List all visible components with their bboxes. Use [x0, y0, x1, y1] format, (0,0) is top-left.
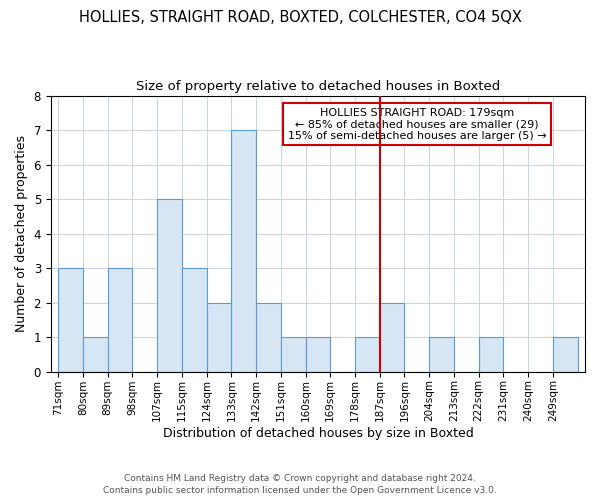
Text: HOLLIES, STRAIGHT ROAD, BOXTED, COLCHESTER, CO4 5QX: HOLLIES, STRAIGHT ROAD, BOXTED, COLCHEST…	[79, 10, 521, 25]
Bar	[58, 268, 83, 372]
Bar	[206, 302, 232, 372]
Bar	[553, 337, 578, 372]
Text: Contains HM Land Registry data © Crown copyright and database right 2024.
Contai: Contains HM Land Registry data © Crown c…	[103, 474, 497, 495]
Bar	[305, 337, 330, 372]
Y-axis label: Number of detached properties: Number of detached properties	[15, 135, 28, 332]
Bar	[182, 268, 206, 372]
Bar	[281, 337, 305, 372]
Title: Size of property relative to detached houses in Boxted: Size of property relative to detached ho…	[136, 80, 500, 93]
Bar	[232, 130, 256, 372]
Bar	[157, 199, 182, 372]
Bar	[256, 302, 281, 372]
Text: HOLLIES STRAIGHT ROAD: 179sqm
← 85% of detached houses are smaller (29)
15% of s: HOLLIES STRAIGHT ROAD: 179sqm ← 85% of d…	[287, 108, 546, 141]
Bar	[479, 337, 503, 372]
X-axis label: Distribution of detached houses by size in Boxted: Distribution of detached houses by size …	[163, 427, 473, 440]
Bar	[83, 337, 107, 372]
Bar	[107, 268, 133, 372]
Bar	[429, 337, 454, 372]
Bar	[380, 302, 404, 372]
Bar	[355, 337, 380, 372]
